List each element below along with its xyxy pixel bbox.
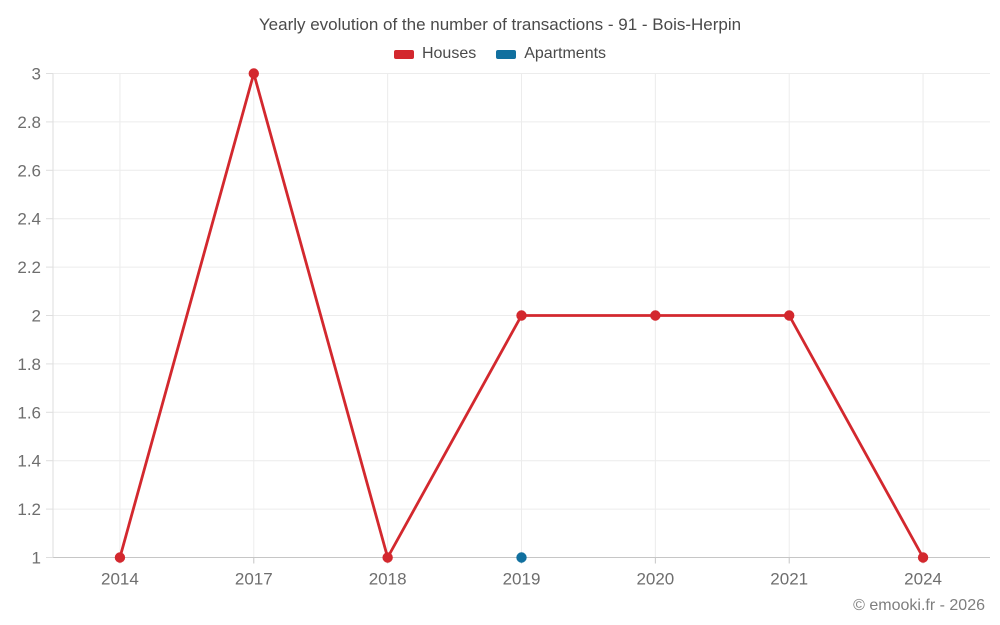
houses-legend-swatch-icon: [393, 49, 414, 59]
chart-title: Yearly evolution of the number of transa…: [258, 15, 742, 34]
y-tick-label: 2.2: [17, 258, 41, 277]
legend-item-apartments[interactable]: Apartments: [496, 45, 606, 63]
y-tick-label: 2: [32, 307, 41, 326]
y-tick-label: 1: [32, 549, 41, 568]
x-tick-label: 2014: [101, 570, 139, 589]
legend-item-houses[interactable]: Houses: [393, 45, 477, 63]
houses-data-point[interactable]: [917, 552, 929, 563]
y-tick-label: 2.6: [17, 161, 41, 180]
houses-data-point[interactable]: [248, 68, 259, 79]
y-tick-label: 1.8: [17, 355, 41, 374]
x-tick-label: 2024: [904, 570, 942, 589]
houses-data-point[interactable]: [114, 552, 126, 563]
y-tick-label: 2.4: [17, 210, 41, 229]
apartments-data-point[interactable]: [516, 552, 527, 563]
y-tick-label: 3: [32, 65, 41, 84]
legend-label-houses: Houses: [421, 45, 477, 62]
y-tick-label: 1.6: [17, 403, 41, 422]
x-tick-label: 2021: [770, 570, 808, 589]
houses-data-point[interactable]: [516, 310, 527, 321]
y-tick-label: 2.8: [17, 113, 41, 132]
legend-label-apartments: Apartments: [524, 45, 607, 62]
houses-data-point[interactable]: [650, 310, 661, 321]
x-tick-label: 2019: [503, 570, 541, 589]
legend: Houses Apartments: [0, 45, 1000, 63]
houses-data-point[interactable]: [382, 552, 393, 563]
y-tick-label: 1.4: [17, 452, 41, 471]
copyright-text: © emooki.fr - 2026: [853, 597, 985, 614]
y-tick-label: 1.2: [17, 500, 41, 519]
apartments-legend-swatch-icon: [496, 49, 517, 59]
x-tick-label: 2017: [235, 570, 273, 589]
x-tick-label: 2018: [369, 570, 407, 589]
x-tick-label: 2020: [636, 570, 674, 589]
houses-data-point[interactable]: [784, 310, 795, 321]
